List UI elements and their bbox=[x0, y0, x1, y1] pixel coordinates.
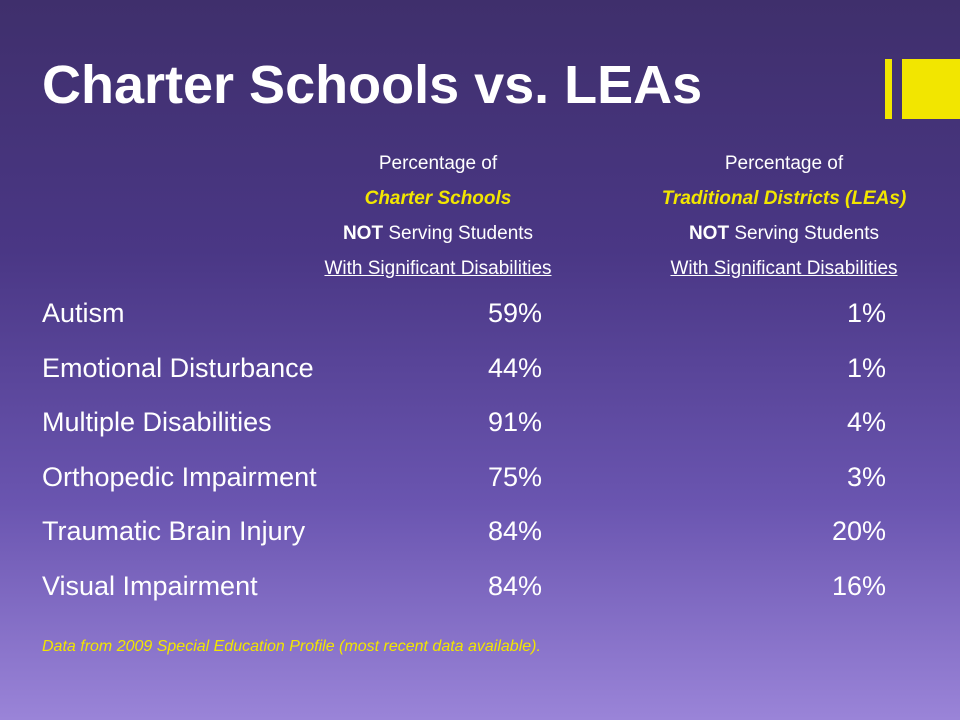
lea-percentage: 16% bbox=[831, 570, 886, 601]
lea-column-header: Percentage of Traditional Districts (LEA… bbox=[616, 146, 952, 286]
lea-header-line4: With Significant Disabilities bbox=[670, 258, 898, 279]
charter-header-line4-wrap: With Significant Disabilities bbox=[288, 251, 588, 286]
disability-table: Autism 59% 1% Emotional Disturbance 44% … bbox=[42, 286, 902, 614]
table-row: Emotional Disturbance 44% 1% bbox=[42, 341, 902, 396]
lea-header-not: NOT bbox=[688, 223, 730, 244]
lea-percentage: 3% bbox=[846, 461, 886, 492]
lea-percentage: 1% bbox=[846, 298, 886, 328]
lea-percentage: 20% bbox=[831, 516, 886, 547]
lea-percentage: 4% bbox=[846, 407, 886, 438]
charter-header-line2: Charter Schools bbox=[364, 188, 512, 209]
disability-label: Autism bbox=[42, 298, 125, 328]
accent-bar-thick bbox=[902, 59, 960, 119]
lea-header-serving: Serving Students bbox=[729, 223, 880, 244]
table-row: Orthopedic Impairment 75% 3% bbox=[42, 450, 902, 505]
charter-percentage: 84% bbox=[488, 516, 543, 547]
table-row: Multiple Disabilities 91% 4% bbox=[42, 395, 902, 450]
disability-label: Visual Impairment bbox=[42, 570, 258, 601]
table-row: Traumatic Brain Injury 84% 20% bbox=[42, 504, 902, 559]
disability-label: Multiple Disabilities bbox=[42, 407, 272, 438]
charter-percentage: 44% bbox=[488, 352, 543, 383]
lea-percentage: 1% bbox=[846, 352, 886, 383]
accent-bar-thin bbox=[885, 59, 892, 119]
charter-column-header: Percentage of Charter Schools NOT Servin… bbox=[288, 146, 588, 286]
disability-label: Traumatic Brain Injury bbox=[42, 516, 306, 547]
lea-header-line4-wrap: With Significant Disabilities bbox=[616, 251, 952, 286]
charter-header-line3: NOT Serving Students bbox=[288, 216, 588, 251]
data-source-footnote: Data from 2009 Special Education Profile… bbox=[42, 638, 541, 655]
charter-percentage: 91% bbox=[488, 407, 543, 438]
charter-header-serving: Serving Students bbox=[383, 223, 534, 244]
lea-header-line1: Percentage of bbox=[724, 153, 844, 174]
charter-header-line1: Percentage of bbox=[378, 153, 498, 174]
lea-header-line2: Traditional Districts (LEAs) bbox=[661, 188, 907, 209]
table-row: Autism 59% 1% bbox=[42, 286, 902, 341]
disability-label: Emotional Disturbance bbox=[42, 352, 314, 383]
disability-label: Orthopedic Impairment bbox=[42, 461, 317, 492]
charter-percentage: 84% bbox=[488, 570, 543, 601]
slide-title: Charter Schools vs. LEAs bbox=[42, 55, 703, 115]
charter-percentage: 59% bbox=[488, 298, 543, 328]
lea-header-line3: NOT Serving Students bbox=[616, 216, 952, 251]
charter-percentage: 75% bbox=[488, 461, 543, 492]
charter-header-line4: With Significant Disabilities bbox=[324, 258, 552, 279]
charter-header-not: NOT bbox=[342, 223, 384, 244]
table-row: Visual Impairment 84% 16% bbox=[42, 559, 902, 614]
